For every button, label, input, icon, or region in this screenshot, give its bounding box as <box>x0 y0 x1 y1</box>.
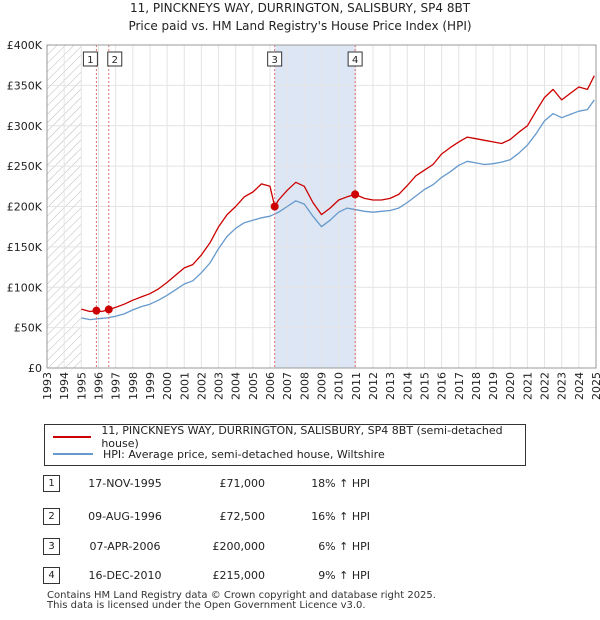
x-tick-label: 2015 <box>418 372 431 400</box>
sale-number-box <box>347 51 363 67</box>
x-tick-label: 1996 <box>92 372 105 400</box>
x-tick-label: 1993 <box>41 372 54 400</box>
y-tick-label: £50K <box>14 322 43 335</box>
y-tick-label: £250K <box>7 160 43 173</box>
y-tick-label: £0 <box>28 362 42 375</box>
x-tick-label: 1999 <box>144 372 157 400</box>
sale-hpi: 18% ↑ HPI <box>311 477 370 490</box>
x-tick-label: 2023 <box>556 372 569 400</box>
x-tick-label: 2012 <box>367 372 380 400</box>
x-tick-label: 1995 <box>75 372 88 400</box>
chart-title-line2: Price paid vs. HM Land Registry's House … <box>128 19 472 33</box>
legend-swatch-hpi <box>53 453 93 455</box>
y-tick-label: £350K <box>7 79 43 92</box>
sale-number-label: 4 <box>352 55 358 66</box>
sale-price: £215,000 <box>212 569 266 582</box>
x-tick-label: 2021 <box>521 372 534 400</box>
x-tick-label: 2002 <box>195 372 208 400</box>
x-tick-label: 2025 <box>590 372 600 400</box>
chart-title-line1: 11, PINCKNEYS WAY, DURRINGTON, SALISBURY… <box>129 1 471 15</box>
legend-label-hpi: HPI: Average price, semi-detached house,… <box>103 447 385 461</box>
x-tick-label: 2014 <box>401 372 414 400</box>
sale-point <box>351 190 360 199</box>
sale-row: 2 09-AUG-1996 £72,500 16% ↑ HPI <box>0 508 600 532</box>
x-tick-label: 2011 <box>350 372 363 400</box>
sale-number-label: 2 <box>112 55 118 66</box>
x-tick-label: 1998 <box>127 372 140 400</box>
x-tick-label: 2024 <box>573 372 586 400</box>
sale-number-box <box>107 51 123 67</box>
price-chart: 1 2 3 4 £0 £50K £100K £150K £200K £250K £300K £350… <box>7 39 600 400</box>
sale-point <box>92 306 101 315</box>
x-tick-label: 2003 <box>213 372 226 400</box>
sale-row: 1 17-NOV-1995 £71,000 18% ↑ HPI <box>0 475 600 499</box>
x-tick-label: 2007 <box>281 372 294 400</box>
x-tick-label: 2008 <box>298 372 311 400</box>
x-tick-label: 1997 <box>110 372 123 400</box>
y-tick-label: £400K <box>7 39 43 52</box>
sale-point <box>104 305 113 314</box>
y-tick-label: £150K <box>7 241 43 254</box>
sale-number-label: 3 <box>271 55 277 66</box>
footer: Contains HM Land Registry data © Crown c… <box>47 591 436 611</box>
x-tick-label: 2016 <box>436 372 449 400</box>
plot-border <box>46 44 597 369</box>
legend-swatch-property <box>53 436 92 438</box>
sale-date: 07-APR-2006 <box>89 540 161 553</box>
hpi-line <box>81 99 595 321</box>
property-price-line <box>81 75 595 313</box>
y-tick-label: £100K <box>7 281 43 294</box>
footer-line1: Contains HM Land Registry data © Crown c… <box>47 590 436 601</box>
sale-date: 09-AUG-1996 <box>88 510 162 523</box>
sale-date: 16-DEC-2010 <box>88 569 162 582</box>
sale-hpi: 16% ↑ HPI <box>311 510 370 523</box>
x-tick-label: 2010 <box>333 372 346 400</box>
x-tick-label: 2022 <box>539 372 552 400</box>
sale-price: £200,000 <box>212 540 266 553</box>
sale-number-label: 1 <box>87 55 93 66</box>
footer-line2: This data is licensed under the Open Gov… <box>47 600 366 611</box>
x-tick-label: 2006 <box>264 372 277 400</box>
x-tick-label: 2001 <box>178 372 191 400</box>
sale-row: 4 16-DEC-2010 £215,000 9% ↑ HPI <box>0 567 600 591</box>
x-tick-label: 2020 <box>504 372 517 400</box>
x-tick-label: 2004 <box>230 372 243 400</box>
sale-number-box <box>267 51 283 67</box>
y-tick-label: £200K <box>7 201 43 214</box>
x-tick-label: 2005 <box>247 372 260 400</box>
sale-hpi: 9% ↑ HPI <box>318 569 370 582</box>
sale-number-box <box>82 51 98 67</box>
sale-price: £72,500 <box>219 510 266 523</box>
y-tick-label: £300K <box>7 120 43 133</box>
legend-label-property: 11, PINCKNEYS WAY, DURRINGTON, SALISBURY… <box>101 424 503 450</box>
x-tick-label: 2018 <box>470 372 483 400</box>
x-tick-label: 2019 <box>487 372 500 400</box>
sale-point <box>270 202 279 211</box>
sale-number: 1 <box>43 475 60 492</box>
x-tick-label: 2000 <box>161 372 174 400</box>
legend-item-property: 11, PINCKNEYS WAY, DURRINGTON, SALISBURY… <box>53 424 525 450</box>
sale-number: 3 <box>43 538 60 555</box>
x-tick-label: 1994 <box>58 372 71 400</box>
legend-item-hpi: HPI: Average price, semi-detached house,… <box>53 446 385 462</box>
sale-number: 2 <box>43 508 60 525</box>
x-tick-label: 2013 <box>384 372 397 400</box>
sale-date: 17-NOV-1995 <box>88 477 162 490</box>
chart-legend: 11, PINCKNEYS WAY, DURRINGTON, SALISBURY… <box>44 424 526 466</box>
sale-number: 4 <box>43 567 60 584</box>
x-tick-label: 2009 <box>316 372 329 400</box>
sale-price: £71,000 <box>219 477 266 490</box>
sale-row: 3 07-APR-2006 £200,000 6% ↑ HPI <box>0 538 600 562</box>
x-tick-label: 2017 <box>453 372 466 400</box>
sale-hpi: 6% ↑ HPI <box>318 540 370 553</box>
